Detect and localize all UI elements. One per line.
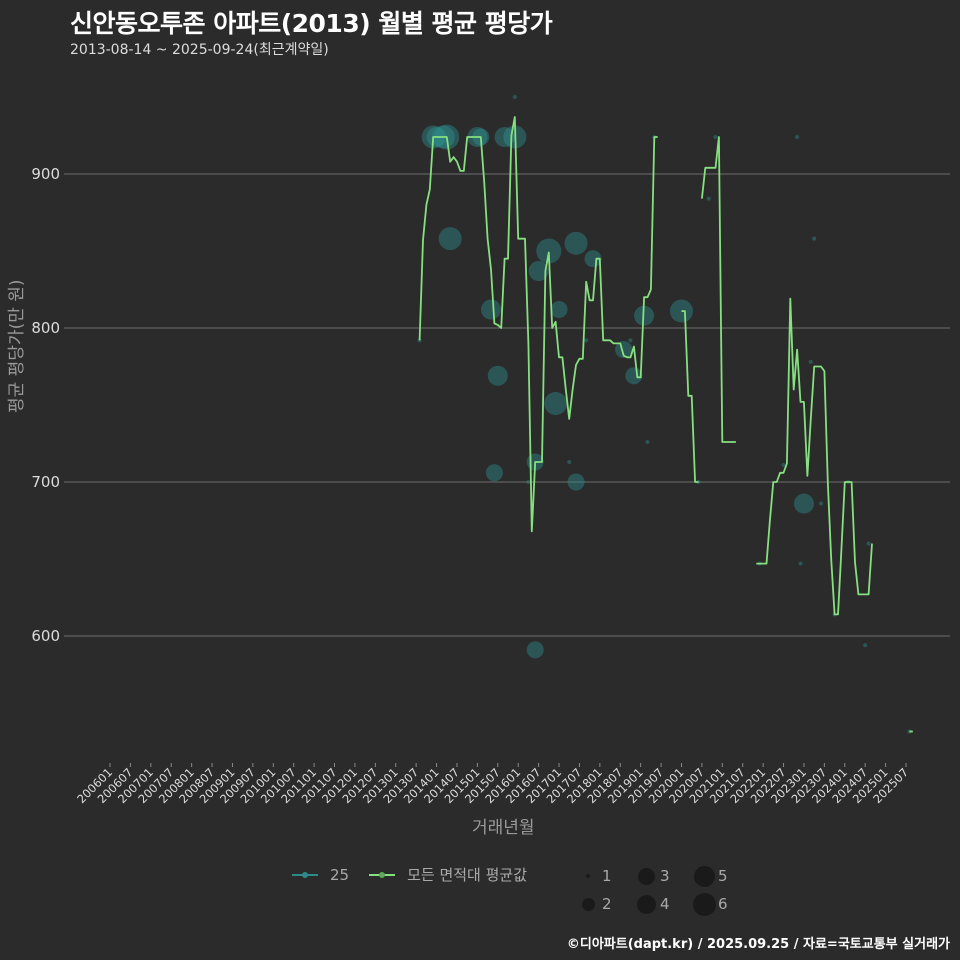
size-label-6: 6 — [718, 895, 728, 913]
size-label-5: 5 — [718, 867, 728, 885]
gridlines — [68, 173, 950, 637]
svg-text:600: 600 — [31, 627, 60, 645]
svg-text:900: 900 — [31, 165, 60, 183]
size-legend: 1 3 5 2 4 6 — [574, 862, 748, 918]
size-dot-3 — [637, 867, 655, 885]
size-dot-2 — [581, 897, 595, 911]
scatter-bubbles-25 — [417, 95, 912, 734]
series-legend: 25 모든 면적대 평균값 — [292, 864, 539, 885]
size-label-3: 3 — [660, 867, 670, 885]
legend-key-average — [369, 870, 396, 880]
average-line — [418, 116, 913, 733]
size-dot-5 — [693, 865, 715, 887]
chart-title: 신안동오투존 아파트(2013) 월별 평균 평당가 — [70, 9, 553, 38]
size-label-1: 1 — [602, 867, 612, 885]
size-dot-1 — [586, 874, 590, 878]
footer-credit: ©디아파트(dapt.kr) / 2025.09.25 / 자료=국토교통부 실… — [566, 937, 950, 952]
legend-key-25 — [292, 870, 318, 880]
y-axis-ticks: 600 700 800 900 — [31, 165, 68, 645]
svg-text:700: 700 — [31, 473, 60, 491]
svg-text:800: 800 — [31, 319, 60, 337]
size-label-4: 4 — [660, 895, 670, 913]
y-axis-label: 평균 평당가(만 원) — [7, 279, 27, 413]
legend-label-average: 모든 면적대 평균값 — [407, 866, 528, 884]
size-dot-4 — [636, 894, 656, 914]
legend-label-25: 25 — [330, 865, 350, 884]
chart-subtitle: 2013-08-14 ~ 2025-09-24(최근계약일) — [70, 42, 329, 58]
x-axis-label: 거래년월 — [472, 818, 535, 838]
size-dot-6 — [692, 892, 716, 916]
x-axis-ticks: 2006012006072007012007072008012008072009… — [74, 763, 911, 806]
size-label-2: 2 — [602, 895, 612, 913]
